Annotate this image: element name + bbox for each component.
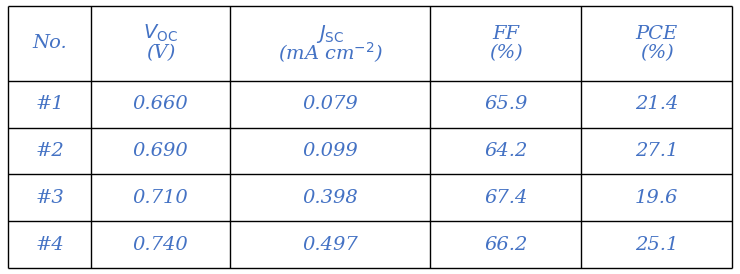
Text: 0.497: 0.497 [303,236,358,253]
Text: 0.398: 0.398 [303,189,358,207]
Text: 19.6: 19.6 [635,189,679,207]
Text: 0.740: 0.740 [133,236,189,253]
Text: 0.079: 0.079 [303,95,358,113]
Text: #1: #1 [35,95,64,113]
Text: (mA cm$^{-2}$): (mA cm$^{-2}$) [278,41,383,65]
Text: No.: No. [32,34,67,52]
Text: 0.099: 0.099 [303,142,358,160]
Text: (V): (V) [146,44,175,62]
Text: FF: FF [492,25,519,43]
Text: 0.660: 0.660 [133,95,189,113]
Text: 27.1: 27.1 [635,142,679,160]
Text: #4: #4 [35,236,64,253]
Text: 64.2: 64.2 [484,142,528,160]
Text: (%): (%) [639,44,673,62]
Text: 65.9: 65.9 [484,95,528,113]
Text: 25.1: 25.1 [635,236,679,253]
Text: (%): (%) [489,44,522,62]
Text: #2: #2 [35,142,64,160]
Text: PCE: PCE [636,25,678,43]
Text: 21.4: 21.4 [635,95,679,113]
Text: 67.4: 67.4 [484,189,528,207]
Text: 0.710: 0.710 [133,189,189,207]
Text: 66.2: 66.2 [484,236,528,253]
Text: $V_{\mathrm{OC}}$: $V_{\mathrm{OC}}$ [144,23,178,44]
Text: 0.690: 0.690 [133,142,189,160]
Text: #3: #3 [35,189,64,207]
Text: $J_{\mathrm{SC}}$: $J_{\mathrm{SC}}$ [316,23,345,45]
